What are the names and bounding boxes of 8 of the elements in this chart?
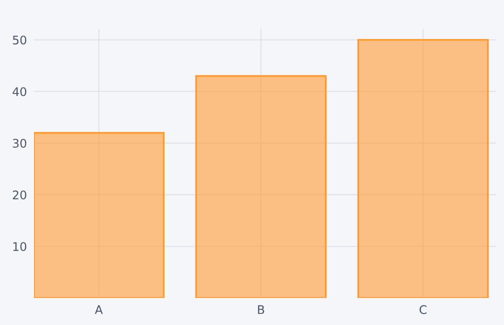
y-tick-label: 20 xyxy=(12,190,26,200)
x-tick-label: C xyxy=(420,305,427,314)
y-tick-label: 10 xyxy=(13,242,26,252)
x-tick-label: B xyxy=(258,305,264,314)
y-tick-label: 30 xyxy=(12,138,26,148)
y-tick-label: 40 xyxy=(12,87,26,96)
y-tick-label: 50 xyxy=(12,36,26,44)
x-tick-label: A xyxy=(94,305,103,314)
